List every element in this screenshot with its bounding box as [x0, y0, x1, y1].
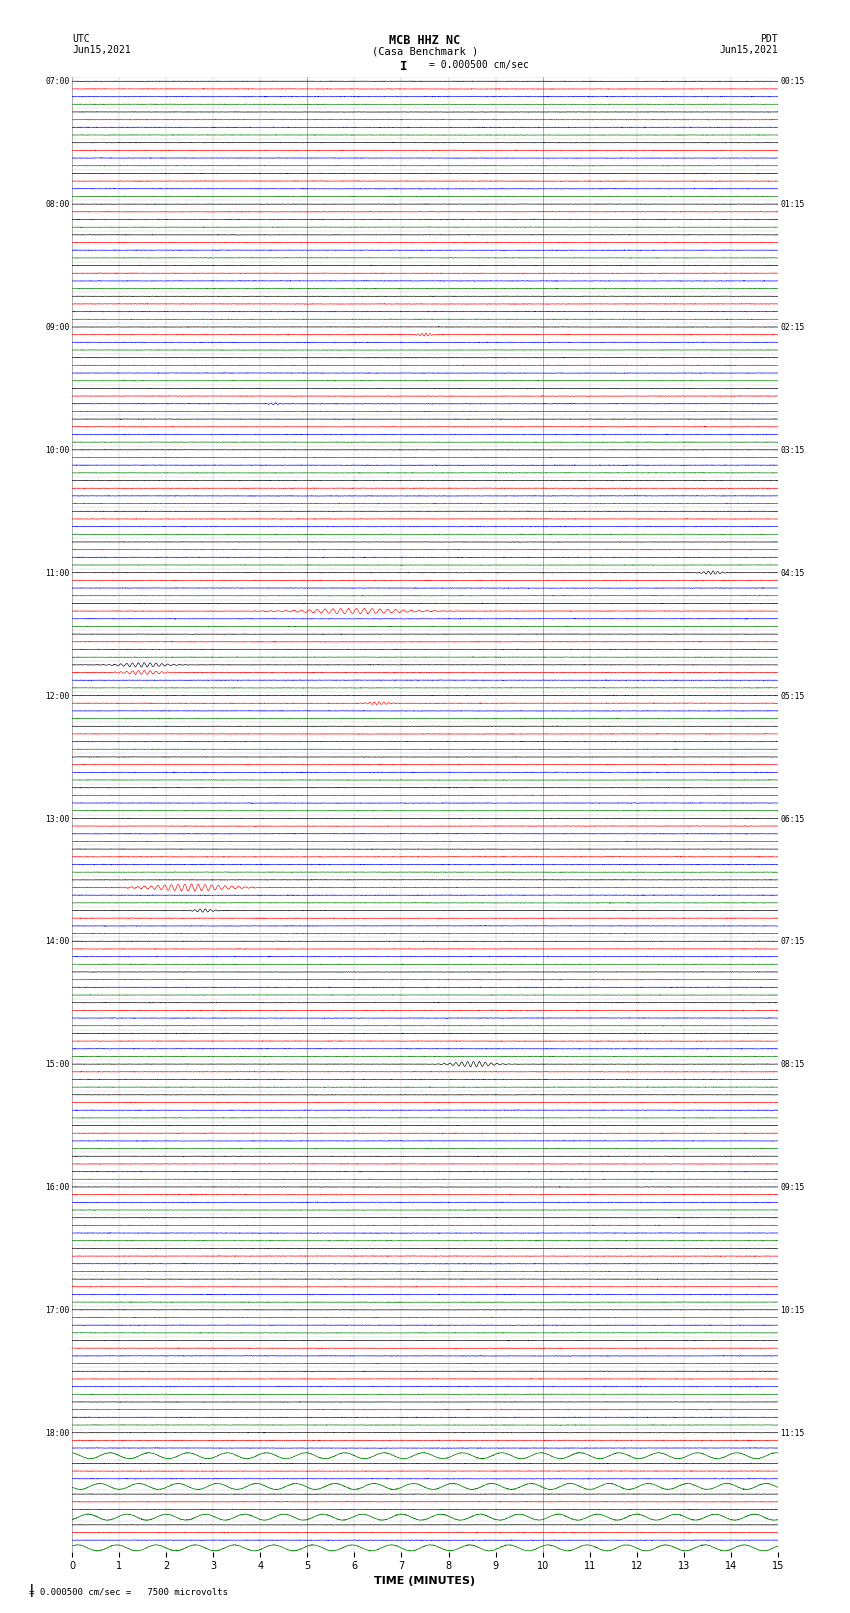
Text: Jun15,2021: Jun15,2021	[72, 45, 131, 55]
Text: Jun15,2021: Jun15,2021	[719, 45, 778, 55]
X-axis label: TIME (MINUTES): TIME (MINUTES)	[375, 1576, 475, 1586]
Text: I: I	[400, 60, 407, 73]
Text: PDT: PDT	[760, 34, 778, 44]
Text: UTC: UTC	[72, 34, 90, 44]
Text: MCB HHZ NC: MCB HHZ NC	[389, 34, 461, 47]
Text: (Casa Benchmark ): (Casa Benchmark )	[371, 47, 478, 56]
Text: = 0.000500 cm/sec: = 0.000500 cm/sec	[429, 60, 529, 69]
Text: = 0.000500 cm/sec =   7500 microvolts: = 0.000500 cm/sec = 7500 microvolts	[13, 1587, 228, 1597]
Text: |: |	[13, 1584, 35, 1597]
